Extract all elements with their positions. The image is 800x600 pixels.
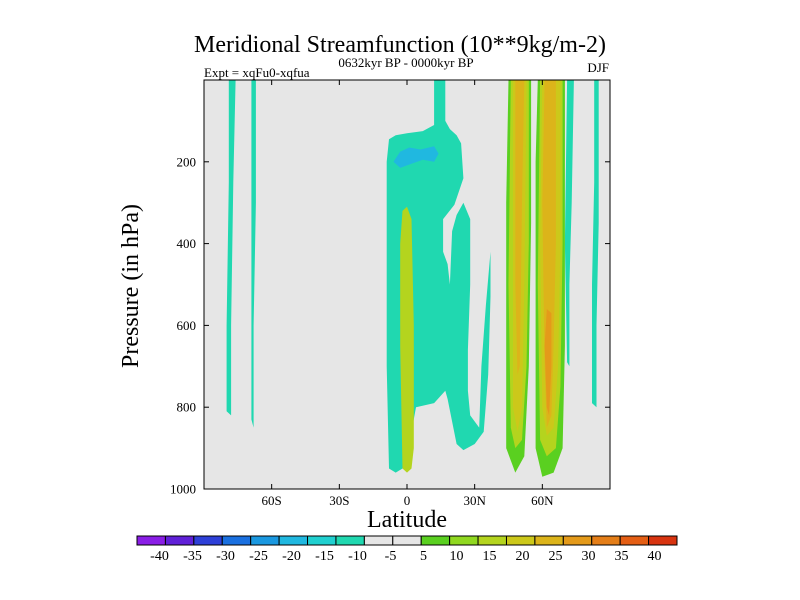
period-label: 0632kyr BP - 0000kyr BP xyxy=(338,55,473,70)
colorbar-label: -5 xyxy=(385,549,397,564)
x-tick-label: 30N xyxy=(463,493,486,508)
colorbar-swatch xyxy=(619,535,650,546)
colorbar-swatch xyxy=(648,535,678,546)
contour-region-6 xyxy=(592,80,599,408)
contour-region-4 xyxy=(393,146,439,168)
colorbar-label: -15 xyxy=(315,549,334,564)
colorbar-swatch xyxy=(136,535,166,546)
x-tick-label: 30S xyxy=(329,493,349,508)
colorbar-label: -40 xyxy=(150,549,169,564)
colorbar-label: 25 xyxy=(549,549,563,564)
colorbar-label: -30 xyxy=(216,549,235,564)
colorbar-swatch xyxy=(250,535,280,546)
colorbar-label: 30 xyxy=(582,549,596,564)
season-label: DJF xyxy=(587,60,609,75)
colorbar-label: 20 xyxy=(516,549,530,564)
colorbar-swatch xyxy=(534,535,564,546)
colorbar-swatch xyxy=(335,535,365,546)
contour-region-5 xyxy=(564,80,574,367)
colorbar-label: -35 xyxy=(183,549,202,564)
x-tick-label: 60S xyxy=(262,493,282,508)
x-axis-label: Latitude xyxy=(367,507,447,533)
colorbar-swatch xyxy=(562,535,593,546)
colorbar-label: 5 xyxy=(420,549,427,564)
contour-region-7 xyxy=(400,206,414,473)
contour-region-1 xyxy=(226,80,236,416)
y-tick-label: 1000 xyxy=(170,482,196,497)
colorbar-swatch xyxy=(164,535,195,546)
colorbar-label: -25 xyxy=(249,549,268,564)
colorbar-swatch xyxy=(591,535,621,546)
experiment-label: Expt = xqFu0-xqfua xyxy=(204,65,310,80)
y-tick-label: 600 xyxy=(177,318,197,333)
colorbar-label: 35 xyxy=(615,549,629,564)
chart-title: Meridional Streamfunction (10**9kg/m-2) xyxy=(194,32,606,58)
colorbar-swatch xyxy=(449,535,479,546)
colorbar-swatch xyxy=(278,535,309,546)
colorbar-label: 40 xyxy=(648,549,662,564)
colorbar-swatch xyxy=(363,535,394,546)
contour-region-16 xyxy=(544,309,552,416)
x-tick-label: 0 xyxy=(404,493,411,508)
colorbar-label: 15 xyxy=(483,549,497,564)
colorbar-swatch xyxy=(392,535,422,546)
x-tick-label: 60N xyxy=(531,493,554,508)
colorbar-swatch xyxy=(477,535,507,546)
colorbar-swatch xyxy=(505,535,536,546)
colorbar-swatch xyxy=(307,535,337,546)
y-tick-label: 200 xyxy=(177,154,197,169)
y-tick-label: 800 xyxy=(177,400,197,415)
axes: 60S 30S 0 30N 60N 200 400 600 800 1000 xyxy=(170,80,610,508)
plot-area xyxy=(204,80,610,489)
colorbar-label: -20 xyxy=(282,549,301,564)
colorbar-label: 10 xyxy=(450,549,464,564)
colorbar-swatch xyxy=(221,535,252,546)
colorbar-label: -10 xyxy=(348,549,367,564)
contour-region-2 xyxy=(251,80,256,428)
y-axis-label: Pressure (in hPa) xyxy=(118,204,144,368)
y-tick-label: 400 xyxy=(177,236,197,251)
colorbar-swatch xyxy=(193,535,223,546)
colorbar: -40 -35 -30 -25 -20 -15 -10 -5 5 10 15 20 25 30 35 40 xyxy=(136,535,678,564)
colorbar-swatch xyxy=(420,535,451,546)
contour-region-14 xyxy=(515,80,525,375)
